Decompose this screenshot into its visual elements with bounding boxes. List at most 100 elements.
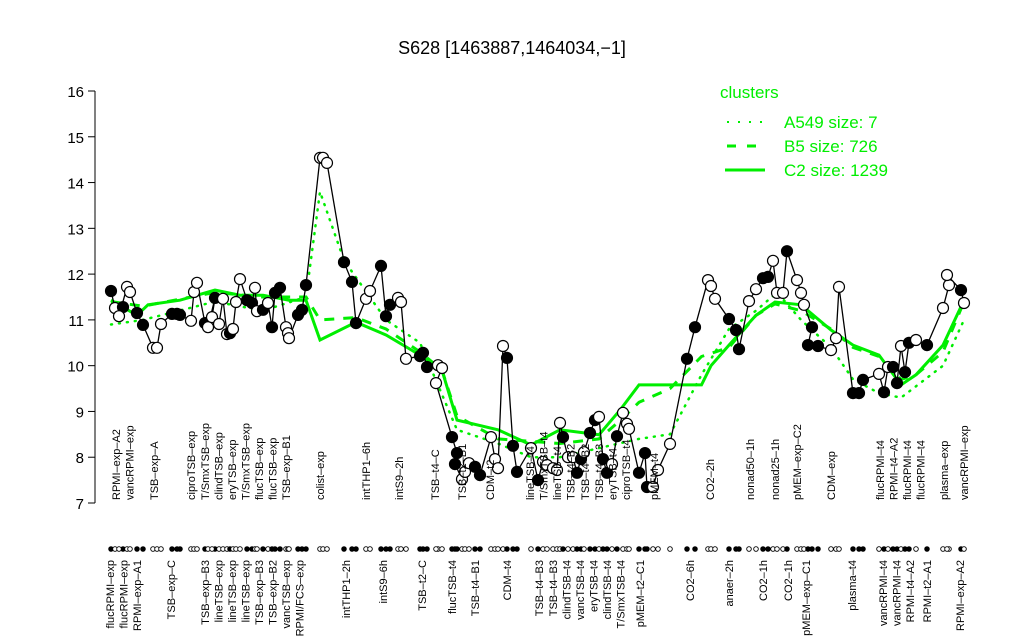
sample-marker: [626, 546, 632, 552]
y-tick-label: 16: [67, 84, 84, 101]
sample-marker: [644, 546, 650, 552]
sample-point: [510, 465, 524, 478]
sample-point: [811, 339, 825, 353]
sample-point: [704, 279, 718, 293]
x-label-bottom: RPMI–exp–A2: [955, 560, 967, 631]
sample-marker: [367, 546, 373, 552]
x-label-bottom: CO2–1h: [783, 560, 795, 601]
sample-point: [780, 245, 794, 258]
x-label-top: TSB–exp–A: [149, 441, 161, 500]
sample-marker: [924, 546, 930, 552]
x-label-top: RPMI–t4–A2: [889, 438, 901, 500]
sample-point: [265, 321, 279, 334]
sample-marker: [477, 546, 483, 552]
sample-point: [104, 284, 118, 298]
sample-point: [273, 281, 287, 294]
sample-point: [130, 306, 144, 320]
sample-marker: [194, 546, 200, 552]
x-label-top: CO2–2h: [705, 459, 717, 500]
sample-point: [766, 254, 780, 267]
x-label-top: TSB–exp–B1: [281, 435, 293, 500]
x-label-top: vancRPMI–exp: [959, 425, 971, 500]
sample-marker: [712, 546, 718, 552]
sample-point: [531, 474, 545, 487]
sample-point: [553, 416, 567, 429]
x-label-top: CDM–exp: [826, 451, 838, 500]
sample-point: [651, 463, 665, 477]
sample-point: [216, 292, 230, 305]
x-label-bottom: flucRPMI–exp: [119, 560, 131, 628]
sample-point: [749, 283, 763, 296]
sample-dot-row: [108, 546, 967, 552]
sample-marker: [604, 546, 610, 552]
y-tick-label: 7: [76, 496, 84, 513]
x-label-bottom: TSB–exp–B3: [200, 560, 212, 625]
sample-point: [429, 377, 443, 390]
sample-point: [605, 458, 619, 471]
sample-marker: [876, 546, 882, 552]
x-label-top: flucRPMI–t4: [875, 440, 887, 500]
legend-entry-c2: C2 size: 1239: [784, 161, 888, 180]
sample-marker: [495, 546, 501, 552]
sample-marker: [127, 546, 133, 552]
y-tick-label: 15: [67, 130, 84, 147]
sample-marker: [913, 546, 919, 552]
sample-marker: [237, 546, 243, 552]
x-label-bottom: vancRPMI–t4: [878, 560, 890, 626]
x-label-top: CDM–t2: [485, 460, 497, 500]
sample-point: [940, 268, 954, 282]
sample-marker: [614, 546, 620, 552]
x-label-bottom: TSB–t4–B1: [470, 560, 482, 616]
sample-point: [622, 422, 636, 435]
sample-point: [150, 341, 164, 354]
x-label-bottom: eryTSB–t4: [589, 560, 601, 612]
x-label-bottom: RPMI/FCS–exp: [295, 560, 307, 636]
sample-point: [890, 377, 904, 390]
sample-marker: [885, 546, 891, 552]
sample-point: [184, 314, 198, 327]
sample-point: [550, 463, 564, 477]
sample-point: [379, 310, 393, 323]
x-label-bottom: TSB–t4–B3: [534, 560, 546, 616]
sample-marker: [387, 546, 393, 552]
x-labels: RPMI–exp–A2 vancRPMI–exp TSB–exp–A ciproTSB…: [105, 423, 971, 636]
sample-point: [616, 406, 630, 419]
sample-marker: [636, 546, 642, 552]
sample-point: [282, 332, 296, 345]
sample-marker: [177, 546, 183, 552]
x-label-bottom: TSB–t2–C: [417, 560, 429, 611]
x-label-bottom: plasma–t4: [847, 560, 859, 611]
sample-point: [226, 322, 240, 336]
x-label-bottom: RPMI–exp–A1: [132, 560, 144, 631]
sample-marker: [277, 546, 283, 552]
sample-point: [632, 466, 646, 479]
sample-marker: [906, 546, 912, 552]
sample-point: [909, 333, 923, 347]
x-label-bottom: clindTSB–t4: [562, 560, 574, 619]
sample-point: [383, 298, 397, 311]
sample-marker: [209, 546, 215, 552]
x-label-bottom: RPMI–t4–A2: [905, 560, 917, 622]
cluster-line-solid: [110, 288, 966, 447]
sample-marker: [753, 546, 759, 552]
sample-point: [261, 296, 275, 310]
sample-point: [435, 361, 449, 375]
sample-point: [583, 426, 597, 440]
x-label-bottom: flucTSB–t4: [447, 560, 459, 614]
sample-marker: [650, 546, 656, 552]
sample-marker: [244, 546, 250, 552]
x-label-bottom: TSB–t4–B3: [548, 560, 560, 616]
sample-marker: [504, 546, 510, 552]
sample-marker: [452, 546, 458, 552]
x-label-bottom: lineTSB–exp: [227, 560, 239, 622]
sample-point: [577, 446, 591, 459]
sample-marker: [158, 546, 164, 552]
sample-point: [345, 275, 359, 288]
sample-point: [708, 292, 722, 305]
sample-point: [173, 308, 187, 321]
cluster-line-dotted: [109, 191, 966, 459]
y-axis: 7 8 9 10 11 12 13 14 15 16: [67, 84, 96, 513]
sample-marker: [134, 546, 140, 552]
sample-point: [856, 373, 870, 386]
sample-point: [556, 431, 570, 444]
